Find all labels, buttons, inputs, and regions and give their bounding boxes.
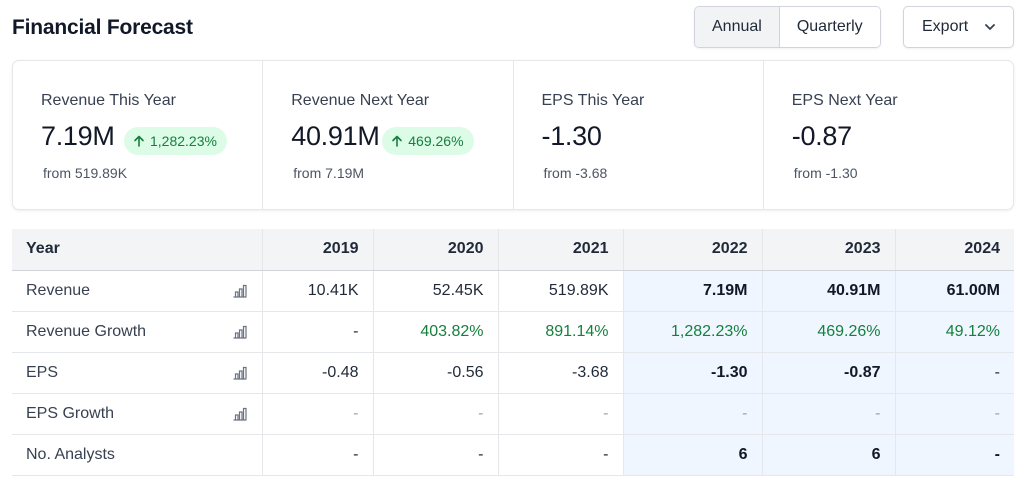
table-cell: 1,282.23%	[623, 311, 763, 353]
table-row-revenue-growth: Revenue Growth - 403.82% 891.14% 1,282.2…	[12, 311, 1014, 353]
year-2023-header: 2023	[762, 229, 896, 271]
row-label-text: Revenue	[26, 281, 91, 299]
growth-badge: 469.26%	[382, 127, 474, 155]
card-value: 7.19M	[41, 121, 115, 151]
card-revenue-next-year: Revenue Next Year 40.91M 469.26% from 7.…	[263, 61, 514, 209]
page-title: Financial Forecast	[12, 16, 193, 39]
table-cell: -3.68	[498, 352, 624, 394]
table-header-row: Year 2019 2020 2021 2022 2023 2024	[12, 229, 1014, 271]
table-row-revenue: Revenue 10.41K 52.45K 519.89K 7.19M 40.9…	[12, 270, 1014, 312]
table-cell: 6	[762, 434, 896, 476]
table-row-eps-growth: EPS Growth - - - - - -	[12, 393, 1014, 435]
growth-badge-text: 469.26%	[408, 133, 464, 149]
card-revenue-this-year: Revenue This Year 7.19M 1,282.23% from 5…	[13, 61, 264, 209]
table-cell: 403.82%	[373, 311, 499, 353]
table-cell: 7.19M	[623, 270, 763, 312]
forecast-summary-cards: Revenue This Year 7.19M 1,282.23% from 5…	[12, 60, 1014, 210]
table-cell: -	[373, 434, 499, 476]
card-from: from -1.30	[793, 165, 858, 181]
year-2019-header: 2019	[262, 229, 374, 271]
table-cell: -	[262, 434, 374, 476]
table-cell: -0.56	[373, 352, 499, 394]
year-header: Year	[12, 229, 263, 271]
table-cell: 40.91M	[762, 270, 896, 312]
year-2021-header: 2021	[498, 229, 624, 271]
growth-badge: 1,282.23%	[124, 127, 227, 155]
table-cell: -	[498, 393, 624, 435]
bar-chart-icon[interactable]	[232, 325, 248, 339]
table-row-no-analysts: No. Analysts - - - 6 6 -	[12, 434, 1014, 476]
chevron-down-icon	[985, 24, 995, 30]
card-value: -1.30	[541, 121, 602, 151]
table-cell: -	[895, 352, 1014, 394]
table-cell: -	[373, 393, 499, 435]
table-cell: 49.12%	[895, 311, 1014, 353]
table-cell: -	[262, 393, 374, 435]
arrow-up-icon	[392, 135, 403, 147]
row-label: No. Analysts	[12, 434, 263, 476]
table-cell: -	[895, 393, 1014, 435]
quarterly-toggle-button[interactable]: Quarterly	[779, 7, 880, 47]
row-label: EPS	[12, 352, 263, 394]
row-label: Revenue	[12, 270, 263, 312]
table-cell: 6	[623, 434, 763, 476]
card-eps-this-year: EPS This Year -1.30 from -3.68	[514, 61, 764, 209]
table-cell: 469.26%	[762, 311, 896, 353]
bar-chart-icon[interactable]	[232, 284, 248, 298]
row-label-text: Revenue Growth	[26, 322, 147, 340]
year-2022-header: 2022	[623, 229, 763, 271]
period-toggle: Annual Quarterly	[694, 6, 881, 48]
bar-chart-icon[interactable]	[232, 407, 248, 421]
card-from: from 7.19M	[293, 165, 365, 181]
table-cell: 10.41K	[262, 270, 374, 312]
export-label: Export	[922, 18, 969, 35]
table-cell: -0.48	[262, 352, 374, 394]
card-from: from 519.89K	[43, 165, 128, 181]
card-label: Revenue Next Year	[291, 92, 430, 109]
card-eps-next-year: EPS Next Year -0.87 from -1.30	[764, 61, 1013, 209]
row-label-text: EPS Growth	[26, 404, 115, 422]
table-cell: 52.45K	[373, 270, 499, 312]
header: Financial Forecast Annual Quarterly Expo…	[12, 6, 1014, 50]
bar-chart-icon[interactable]	[232, 366, 248, 380]
card-label: EPS This Year	[541, 92, 645, 109]
annual-toggle-button[interactable]: Annual	[695, 7, 780, 47]
table-cell: -	[262, 311, 374, 353]
card-value: 40.91M	[291, 121, 380, 151]
card-value: -0.87	[791, 121, 852, 151]
row-label: EPS Growth	[12, 393, 263, 435]
export-button[interactable]: Export	[903, 6, 1014, 48]
card-label: Revenue This Year	[41, 92, 176, 109]
table-cell: -1.30	[623, 352, 763, 394]
table-row-eps: EPS -0.48 -0.56 -3.68 -1.30 -0.87 -	[12, 352, 1014, 394]
forecast-table: Year 2019 2020 2021 2022 2023 2024 Reven…	[12, 229, 1014, 476]
growth-badge-text: 1,282.23%	[150, 133, 217, 149]
table-cell: -	[623, 393, 763, 435]
row-label: Revenue Growth	[12, 311, 263, 353]
arrow-up-icon	[134, 135, 144, 147]
table-cell: -	[498, 434, 624, 476]
row-label-text: No. Analysts	[26, 445, 115, 463]
table-cell: 891.14%	[498, 311, 624, 353]
table-cell: 61.00M	[895, 270, 1014, 312]
table-cell: -0.87	[762, 352, 896, 394]
table-cell: 519.89K	[498, 270, 624, 312]
table-cell: -	[895, 434, 1014, 476]
card-label: EPS Next Year	[791, 92, 898, 109]
year-2024-header: 2024	[895, 229, 1014, 271]
row-label-text: EPS	[26, 363, 59, 381]
card-from: from -3.68	[543, 165, 608, 181]
table-cell: -	[762, 393, 896, 435]
year-2020-header: 2020	[373, 229, 499, 271]
